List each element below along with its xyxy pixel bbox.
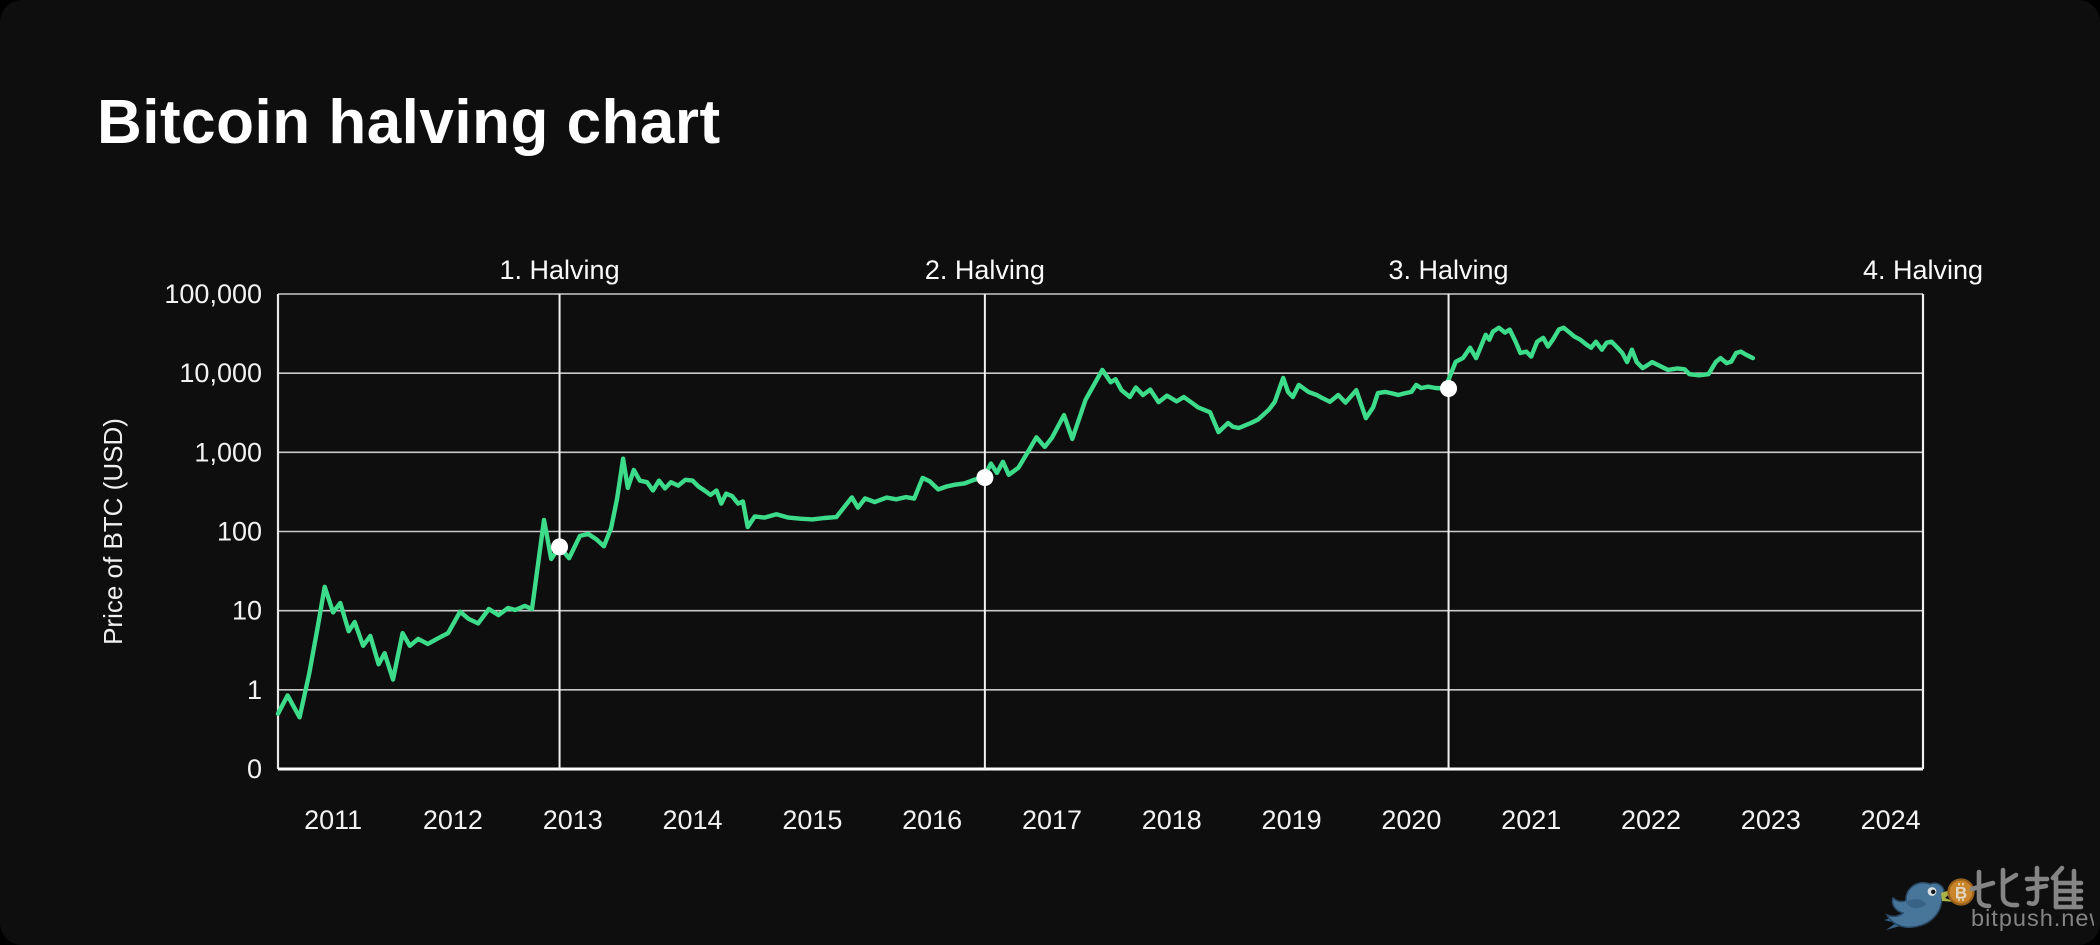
x-tick-label: 2012: [423, 805, 483, 835]
x-tick-label: 2015: [782, 805, 842, 835]
x-tick-label: 2014: [663, 805, 723, 835]
bitcoin-b-ticks: [1958, 883, 1964, 901]
brand-cn-text: [1969, 865, 2084, 910]
x-tick-label: 2017: [1022, 805, 1082, 835]
x-tick-label: 2018: [1142, 805, 1202, 835]
y-tick-label: 10,000: [179, 358, 262, 388]
halving-label: 4. Halving: [1863, 255, 1983, 285]
y-axis-title: Price of BTC (USD): [98, 418, 128, 645]
bitpush-watermark: B bitpush.news: [1884, 865, 2094, 931]
x-tick-label: 2023: [1741, 805, 1801, 835]
bird-wing-icon: [1906, 899, 1926, 909]
cn-char-bi: [1969, 867, 2020, 909]
watermark-domain: bitpush.news: [1971, 905, 2094, 931]
y-tick-label: 0: [247, 754, 262, 784]
y-tick-label: 1: [247, 675, 262, 705]
halving-label: 3. Halving: [1389, 255, 1509, 285]
x-tick-label: 2013: [543, 805, 603, 835]
x-tick-label: 2024: [1861, 805, 1921, 835]
bitcoin-coin-icon: [1947, 878, 1975, 906]
page-title: Bitcoin halving chart: [97, 88, 721, 157]
cn-char-tui: [2024, 865, 2084, 910]
halving-label: 1. Halving: [500, 255, 620, 285]
x-tick-label: 2022: [1621, 805, 1681, 835]
halving-label: 2. Halving: [925, 255, 1045, 285]
bitcoin-b-glyph: B: [1955, 884, 1967, 903]
halving-marker-dot: [1440, 380, 1458, 398]
bird-beak-icon: [1941, 888, 1956, 902]
halving-marker-dot: [976, 469, 994, 487]
bird-pupil-icon: [1931, 889, 1936, 894]
y-tick-label: 100: [217, 517, 262, 547]
btc-price-line: [275, 325, 1756, 720]
x-tick-label: 2020: [1381, 805, 1441, 835]
y-tick-label: 10: [232, 596, 262, 626]
x-tick-label: 2019: [1262, 805, 1322, 835]
x-tick-label: 2011: [304, 805, 362, 835]
x-tick-label: 2016: [902, 805, 962, 835]
halving-marker-dot: [551, 538, 569, 556]
x-tick-label: 2021: [1501, 805, 1561, 835]
y-tick-label: 100,000: [164, 279, 262, 309]
bitpush-bird-logo: B: [1884, 878, 1975, 930]
y-tick-label: 1,000: [194, 437, 262, 467]
